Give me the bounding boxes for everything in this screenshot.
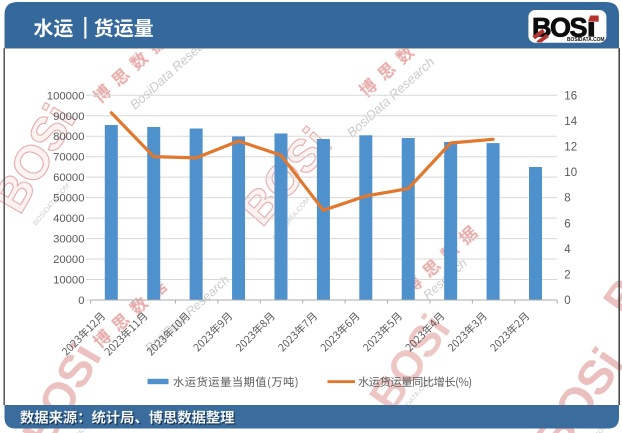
- svg-text:90000: 90000: [53, 111, 84, 123]
- svg-text:10: 10: [564, 167, 577, 179]
- svg-text:16: 16: [564, 90, 577, 102]
- svg-text:0: 0: [78, 295, 84, 307]
- svg-text:0: 0: [564, 295, 570, 307]
- svg-text:14: 14: [564, 116, 577, 128]
- svg-text:30000: 30000: [53, 234, 84, 246]
- svg-text:50000: 50000: [53, 193, 84, 205]
- svg-text:8: 8: [564, 193, 570, 205]
- svg-text:40000: 40000: [53, 213, 84, 225]
- svg-text:6: 6: [564, 218, 570, 230]
- svg-text:20000: 20000: [53, 254, 84, 266]
- svg-text:60000: 60000: [53, 172, 84, 184]
- svg-text:2: 2: [564, 269, 570, 281]
- svg-text:70000: 70000: [53, 152, 84, 164]
- svg-text:4: 4: [564, 244, 571, 256]
- svg-text:100000: 100000: [47, 90, 85, 102]
- svg-text:80000: 80000: [53, 131, 84, 143]
- svg-text:BOSIDATA.COM: BOSIDATA.COM: [567, 37, 605, 43]
- svg-text:12: 12: [564, 142, 577, 154]
- svg-text:10000: 10000: [53, 275, 84, 287]
